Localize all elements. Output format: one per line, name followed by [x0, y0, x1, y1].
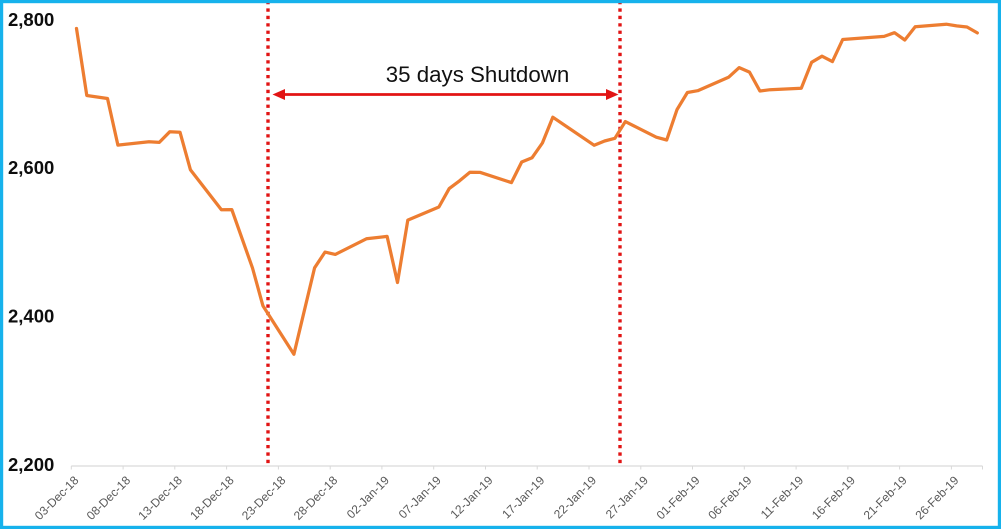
svg-text:06-Feb-19: 06-Feb-19 [705, 473, 754, 522]
svg-text:08-Dec-18: 08-Dec-18 [84, 473, 134, 523]
svg-text:03-Dec-18: 03-Dec-18 [32, 473, 82, 523]
svg-text:18-Dec-18: 18-Dec-18 [187, 473, 237, 523]
svg-text:01-Feb-19: 01-Feb-19 [654, 473, 703, 522]
svg-text:22-Jan-19: 22-Jan-19 [551, 473, 599, 521]
svg-text:2,200: 2,200 [8, 454, 54, 475]
svg-text:21-Feb-19: 21-Feb-19 [861, 473, 910, 522]
svg-text:28-Dec-18: 28-Dec-18 [291, 473, 341, 523]
svg-text:27-Jan-19: 27-Jan-19 [603, 473, 651, 521]
svg-text:17-Jan-19: 17-Jan-19 [499, 473, 547, 521]
svg-text:2,600: 2,600 [8, 157, 54, 178]
svg-text:2,800: 2,800 [8, 9, 54, 30]
svg-text:12-Jan-19: 12-Jan-19 [448, 473, 496, 521]
svg-text:13-Dec-18: 13-Dec-18 [135, 473, 185, 523]
svg-text:26-Feb-19: 26-Feb-19 [912, 473, 961, 522]
svg-text:23-Dec-18: 23-Dec-18 [239, 473, 289, 523]
svg-text:02-Jan-19: 02-Jan-19 [344, 473, 392, 521]
svg-text:11-Feb-19: 11-Feb-19 [758, 473, 807, 522]
svg-text:07-Jan-19: 07-Jan-19 [396, 473, 444, 521]
svg-text:2,400: 2,400 [8, 306, 54, 327]
svg-text:16-Feb-19: 16-Feb-19 [809, 473, 858, 522]
svg-text:35 days Shutdown: 35 days Shutdown [386, 62, 569, 87]
